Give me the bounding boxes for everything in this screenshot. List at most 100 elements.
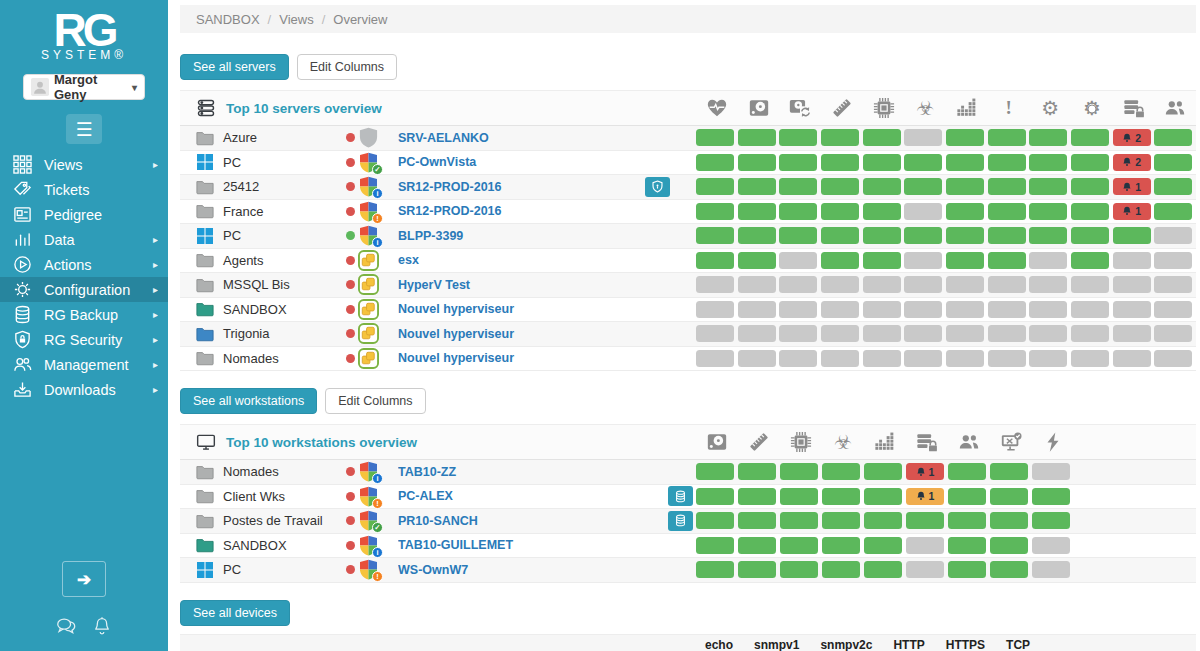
- status-cell-na[interactable]: [821, 276, 859, 293]
- status-cell-ok[interactable]: [904, 178, 942, 195]
- status-cell-na[interactable]: [988, 325, 1026, 342]
- status-cell-ok[interactable]: [780, 512, 818, 529]
- group-cell[interactable]: PC: [196, 562, 346, 578]
- status-cell-ok[interactable]: [1029, 227, 1067, 244]
- status-cell-na[interactable]: [821, 301, 859, 318]
- status-cell-ok[interactable]: [1071, 178, 1109, 195]
- sidebar-item-rg-security[interactable]: RG Security▸: [0, 327, 168, 352]
- status-cell-ok[interactable]: [1071, 129, 1109, 146]
- status-cell-ok[interactable]: [864, 512, 902, 529]
- status-cell-na[interactable]: [696, 350, 734, 367]
- status-cell-na[interactable]: [821, 325, 859, 342]
- status-cell-na[interactable]: [1154, 350, 1192, 367]
- group-cell[interactable]: Agents: [196, 252, 346, 268]
- group-cell[interactable]: France: [196, 203, 346, 219]
- status-cell-ok[interactable]: [946, 227, 984, 244]
- status-cell-ok[interactable]: [1154, 178, 1192, 195]
- status-cell-na[interactable]: [946, 325, 984, 342]
- status-cell-na[interactable]: [696, 325, 734, 342]
- status-cell-na[interactable]: [1029, 276, 1067, 293]
- status-cell-ok[interactable]: [696, 537, 734, 554]
- status-cell-ok[interactable]: [738, 488, 776, 505]
- sidebar-item-tickets[interactable]: Tickets: [0, 177, 168, 202]
- backup-button[interactable]: [668, 486, 693, 506]
- status-cell-na[interactable]: [988, 301, 1026, 318]
- status-cell-ok[interactable]: [864, 488, 902, 505]
- status-cell-na[interactable]: [904, 325, 942, 342]
- status-cell-ok[interactable]: [988, 203, 1026, 220]
- status-cell-ok[interactable]: [990, 512, 1028, 529]
- status-cell-ok[interactable]: [1032, 512, 1070, 529]
- status-cell-ok[interactable]: [988, 227, 1026, 244]
- alert-badge-cell[interactable]: 2: [1113, 129, 1151, 146]
- status-cell-na[interactable]: [696, 276, 734, 293]
- status-cell-ok[interactable]: [780, 561, 818, 578]
- status-cell-na[interactable]: [1071, 325, 1109, 342]
- status-cell-ok[interactable]: [821, 252, 859, 269]
- status-cell-na[interactable]: [1113, 301, 1151, 318]
- status-cell-ok[interactable]: [948, 512, 986, 529]
- server-link[interactable]: HyperV Test: [398, 278, 626, 292]
- status-cell-ok[interactable]: [821, 129, 859, 146]
- status-cell-ok[interactable]: [779, 227, 817, 244]
- status-cell-ok[interactable]: [948, 463, 986, 480]
- status-cell-ok[interactable]: [822, 512, 860, 529]
- status-cell-ok[interactable]: [990, 463, 1028, 480]
- status-cell-na[interactable]: [1113, 350, 1151, 367]
- sidebar-item-rg-backup[interactable]: RG Backup▸: [0, 302, 168, 327]
- status-cell-na[interactable]: [1154, 325, 1192, 342]
- status-cell-na[interactable]: [738, 301, 776, 318]
- status-cell-ok[interactable]: [822, 488, 860, 505]
- status-cell-na[interactable]: [1113, 325, 1151, 342]
- server-link[interactable]: SRV-AELANKO: [398, 131, 626, 145]
- status-cell-ok[interactable]: [822, 537, 860, 554]
- status-cell-na[interactable]: [1029, 301, 1067, 318]
- workstation-link[interactable]: TAB10-ZZ: [398, 465, 626, 479]
- status-cell-na[interactable]: [1071, 350, 1109, 367]
- status-cell-ok[interactable]: [738, 129, 776, 146]
- group-cell[interactable]: SANDBOX: [196, 537, 346, 553]
- status-cell-ok[interactable]: [904, 227, 942, 244]
- alert-badge-cell[interactable]: 1: [906, 463, 944, 480]
- group-cell[interactable]: Client Wks: [196, 488, 346, 504]
- status-cell-ok[interactable]: [822, 463, 860, 480]
- bell-icon[interactable]: [91, 615, 113, 641]
- server-link[interactable]: Nouvel hyperviseur: [398, 327, 626, 341]
- edit-columns-workstations-button[interactable]: Edit Columns: [325, 388, 425, 414]
- status-cell-na[interactable]: [863, 276, 901, 293]
- status-cell-na[interactable]: [779, 350, 817, 367]
- sidebar-item-pedigree[interactable]: Pedigree: [0, 202, 168, 227]
- status-cell-ok[interactable]: [946, 178, 984, 195]
- status-cell-na[interactable]: [946, 276, 984, 293]
- status-cell-na[interactable]: [863, 301, 901, 318]
- alert-badge-cell[interactable]: 1: [906, 488, 944, 505]
- group-cell[interactable]: MSSQL Bis: [196, 277, 346, 293]
- status-cell-ok[interactable]: [696, 488, 734, 505]
- status-cell-ok[interactable]: [1154, 129, 1192, 146]
- status-cell-na[interactable]: [779, 301, 817, 318]
- status-cell-na[interactable]: [904, 129, 942, 146]
- user-dropdown[interactable]: Margot Geny ▾: [23, 74, 145, 100]
- status-cell-na[interactable]: [1113, 276, 1151, 293]
- status-cell-ok[interactable]: [863, 227, 901, 244]
- status-cell-na[interactable]: [988, 276, 1026, 293]
- status-cell-ok[interactable]: [988, 178, 1026, 195]
- status-cell-na[interactable]: [904, 252, 942, 269]
- status-cell-ok[interactable]: [738, 154, 776, 171]
- status-cell-ok[interactable]: [821, 227, 859, 244]
- status-cell-ok[interactable]: [696, 203, 734, 220]
- status-cell-ok[interactable]: [779, 178, 817, 195]
- group-cell[interactable]: PC: [196, 154, 346, 170]
- status-cell-ok[interactable]: [1071, 154, 1109, 171]
- see-all-workstations-button[interactable]: See all workstations: [180, 388, 317, 414]
- status-cell-ok[interactable]: [946, 154, 984, 171]
- status-cell-na[interactable]: [1154, 227, 1192, 244]
- group-cell[interactable]: PC: [196, 228, 346, 244]
- status-cell-na[interactable]: [779, 252, 817, 269]
- status-cell-ok[interactable]: [779, 129, 817, 146]
- status-cell-ok[interactable]: [696, 129, 734, 146]
- status-cell-ok[interactable]: [821, 203, 859, 220]
- status-cell-na[interactable]: [906, 561, 944, 578]
- group-cell[interactable]: SANDBOX: [196, 301, 346, 317]
- status-cell-ok[interactable]: [946, 129, 984, 146]
